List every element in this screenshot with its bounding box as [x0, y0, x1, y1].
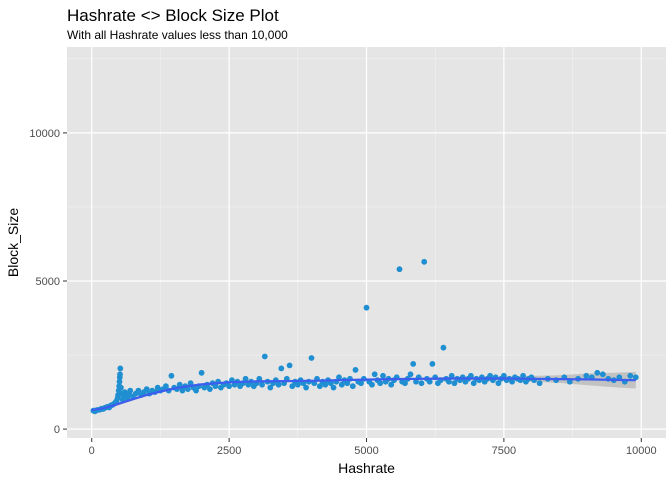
trend-line-path: [91, 377, 636, 412]
data-point: [349, 383, 356, 390]
data-point: [448, 372, 455, 379]
data-point: [179, 387, 186, 394]
data-point: [344, 380, 351, 387]
data-point: [594, 369, 601, 376]
data-point: [176, 381, 183, 388]
data-point: [632, 374, 639, 381]
data-point: [242, 375, 249, 382]
data-point: [193, 387, 200, 394]
x-tick-label: 2500: [217, 445, 241, 457]
data-point: [470, 380, 477, 387]
x-tick-label: 7500: [492, 445, 516, 457]
data-point: [168, 372, 175, 379]
data-point: [278, 365, 285, 372]
data-point: [487, 372, 493, 379]
data-point: [352, 367, 359, 373]
data-point: [143, 386, 150, 392]
data-point: [369, 381, 375, 388]
data-point: [117, 365, 124, 372]
y-tick-label: 5000: [36, 276, 60, 288]
chart-title: Hashrate <> Block Size Plot: [67, 6, 279, 25]
data-point: [127, 387, 134, 394]
data-point: [358, 380, 364, 387]
data-point: [380, 372, 386, 379]
data-point: [322, 381, 329, 388]
y-axis-title: Block_Size: [5, 208, 21, 277]
data-point: [520, 372, 526, 379]
data-point: [226, 383, 233, 390]
data-point: [495, 380, 502, 387]
data-point: [377, 380, 384, 387]
data-point: [163, 383, 169, 390]
x-axis-title: Hashrate: [338, 460, 395, 476]
data-point: [286, 362, 293, 369]
data-point: [413, 378, 419, 385]
data-point: [261, 353, 268, 360]
data-point: [212, 383, 219, 390]
data-point: [118, 384, 124, 391]
data-point: [135, 387, 142, 394]
data-point: [185, 386, 191, 392]
data-point: [396, 266, 403, 273]
chart-subtitle: With all Hashrate values less than 10,00…: [67, 28, 288, 42]
data-point: [338, 381, 345, 388]
data-point: [426, 378, 433, 385]
data-point: [583, 372, 590, 379]
data-point: [327, 380, 334, 387]
data-point: [418, 380, 425, 387]
data-point: [308, 355, 315, 361]
data-point: [117, 371, 123, 378]
major-grid: [67, 47, 666, 438]
data-point: [116, 378, 123, 385]
y-tick-label: 0: [54, 424, 60, 436]
data-point: [410, 361, 417, 367]
data-point: [536, 380, 543, 387]
data-point: [336, 374, 342, 381]
data-point: [407, 371, 414, 378]
data-point: [198, 369, 205, 376]
data-point: [256, 375, 263, 382]
x-tick-label: 10000: [626, 445, 657, 457]
data-point: [289, 383, 296, 390]
trend-line: [91, 377, 636, 412]
x-axis: 0 2500 5000 7500 10000: [89, 438, 657, 457]
data-point: [599, 371, 606, 378]
data-point: [509, 378, 515, 385]
data-point: [330, 384, 337, 391]
data-point: [316, 383, 323, 390]
data-point: [303, 384, 309, 391]
data-point: [259, 381, 265, 388]
y-tick-label: 10000: [29, 128, 60, 140]
data-point: [402, 380, 408, 387]
data-point: [388, 381, 395, 388]
data-point: [468, 372, 474, 379]
data-point: [294, 381, 301, 388]
data-point: [371, 371, 378, 378]
data-point: [429, 361, 436, 367]
data-point: [363, 304, 370, 311]
x-tick-label: 0: [89, 445, 95, 457]
y-axis: 0 5000 10000: [29, 128, 67, 436]
data-point: [627, 372, 634, 379]
x-tick-label: 5000: [354, 445, 378, 457]
data-point: [501, 372, 507, 379]
data-point: [275, 381, 282, 388]
data-point: [421, 258, 428, 265]
data-point: [207, 386, 213, 392]
data-point: [440, 344, 447, 351]
data-point: [616, 374, 623, 381]
data-point: [267, 384, 274, 391]
data-point: [451, 380, 458, 387]
data-point: [446, 378, 452, 385]
